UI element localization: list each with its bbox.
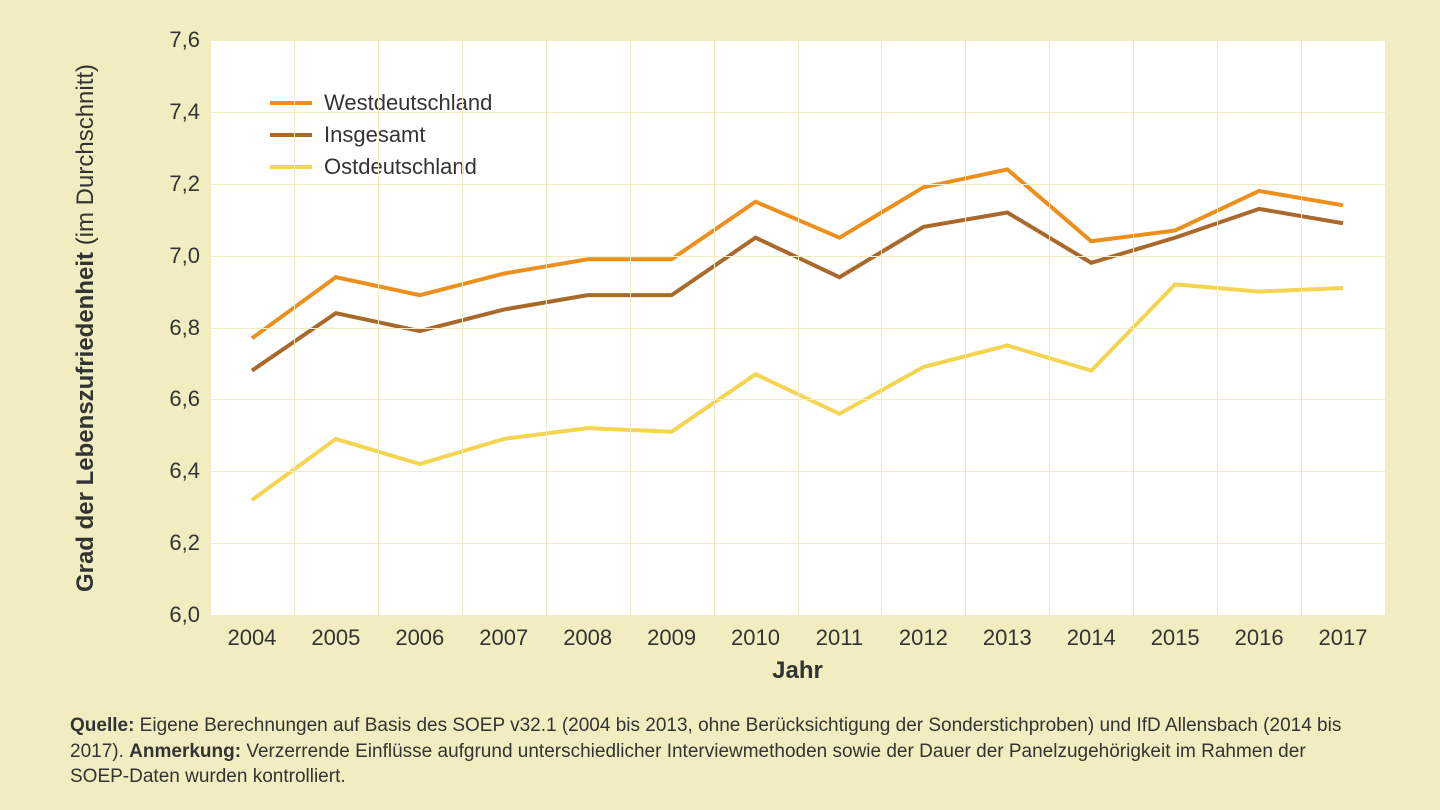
y-tick-label: 7,2	[150, 171, 200, 197]
gridline-vertical	[546, 40, 547, 615]
x-tick-label: 2016	[1235, 625, 1284, 651]
gridline-vertical	[210, 40, 211, 615]
y-tick-label: 7,6	[150, 27, 200, 53]
gridline-vertical	[965, 40, 966, 615]
x-tick-label: 2004	[227, 625, 276, 651]
footer-anmerkung-label: Anmerkung:	[129, 741, 241, 762]
y-tick-label: 7,0	[150, 243, 200, 269]
footer-quelle-label: Quelle:	[70, 715, 134, 736]
gridline-vertical	[1301, 40, 1302, 615]
y-tick-label: 6,4	[150, 458, 200, 484]
y-tick-label: 7,4	[150, 99, 200, 125]
gridline-vertical	[462, 40, 463, 615]
x-tick-label: 2009	[647, 625, 696, 651]
y-tick-label: 6,6	[150, 386, 200, 412]
gridline-vertical	[881, 40, 882, 615]
x-axis-label: Jahr	[772, 657, 823, 685]
gridline-vertical	[1049, 40, 1050, 615]
x-tick-label: 2014	[1067, 625, 1116, 651]
gridline-vertical	[1217, 40, 1218, 615]
x-tick-label: 2015	[1151, 625, 1200, 651]
x-tick-label: 2008	[563, 625, 612, 651]
gridline-vertical	[378, 40, 379, 615]
y-tick-label: 6,0	[150, 602, 200, 628]
x-tick-label: 2007	[479, 625, 528, 651]
x-tick-label: 2012	[899, 625, 948, 651]
x-tick-label: 2006	[395, 625, 444, 651]
gridline-vertical	[630, 40, 631, 615]
gridline-vertical	[294, 40, 295, 615]
chart-lines-svg	[30, 15, 1395, 625]
x-tick-label: 2011	[816, 625, 863, 651]
gridline-vertical	[798, 40, 799, 615]
footer-anmerkung-text: Verzerrende Einflüsse aufgrund unterschi…	[70, 741, 1306, 788]
chart-container: Grad der Lebenszufriedenheit (im Durchsc…	[0, 0, 1440, 810]
chart-region: Grad der Lebenszufriedenheit (im Durchsc…	[30, 15, 1410, 703]
y-tick-label: 6,2	[150, 530, 200, 556]
x-tick-label: 2013	[983, 625, 1032, 651]
gridline-vertical	[1133, 40, 1134, 615]
gridline-vertical	[714, 40, 715, 615]
x-tick-label: 2017	[1319, 625, 1368, 651]
chart-footer: Quelle: Eigene Berechnungen auf Basis de…	[30, 713, 1410, 800]
gridline-horizontal	[210, 615, 1385, 616]
x-tick-label: 2010	[731, 625, 780, 651]
x-tick-label: 2005	[311, 625, 360, 651]
gridline-vertical	[1385, 40, 1386, 615]
y-tick-label: 6,8	[150, 315, 200, 341]
